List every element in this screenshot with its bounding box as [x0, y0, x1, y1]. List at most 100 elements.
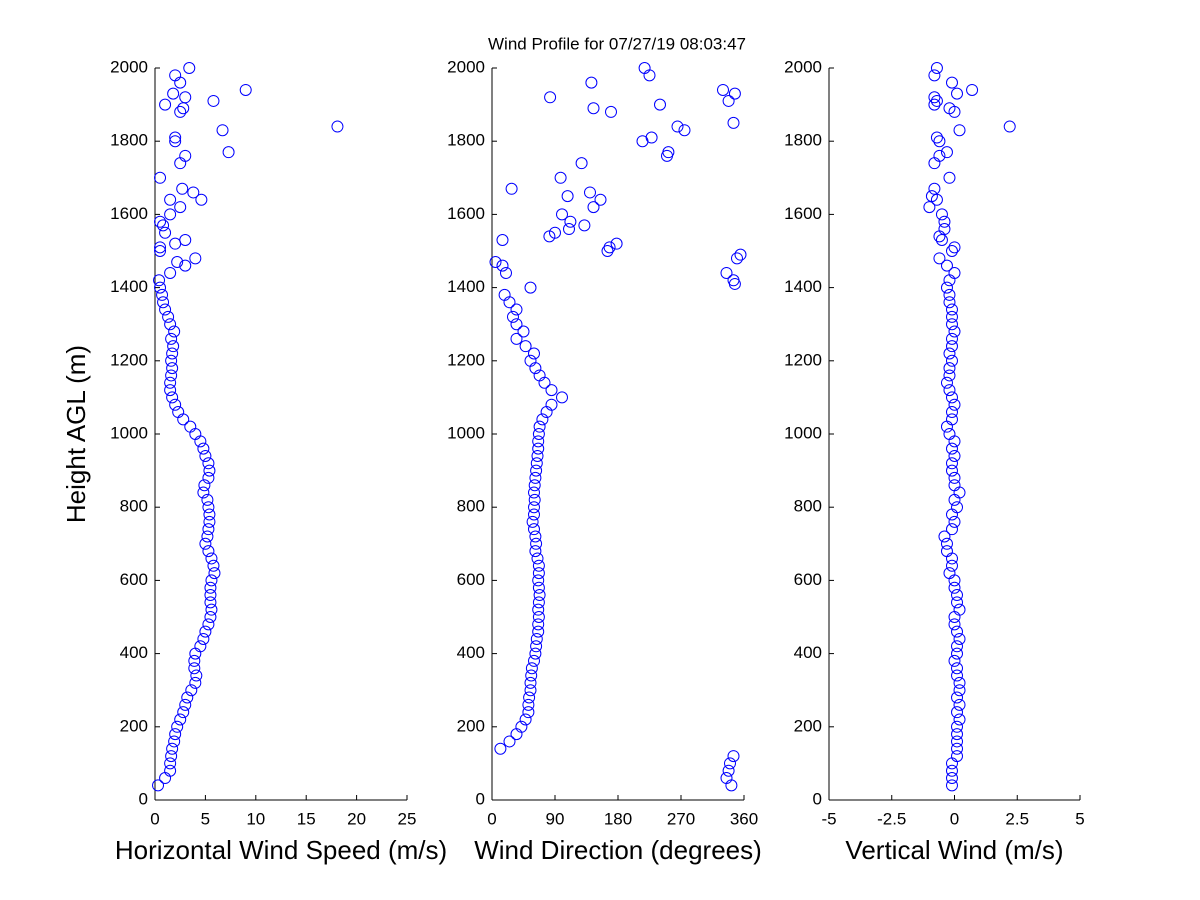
data-point	[645, 131, 658, 144]
data-point	[507, 310, 519, 323]
data-point	[528, 508, 540, 521]
y-tick-label: 0	[813, 789, 822, 808]
data-point	[945, 559, 958, 572]
data-point	[204, 611, 217, 623]
data-point	[654, 98, 666, 111]
y-axis-label: Height AGL (m)	[61, 345, 91, 523]
data-point	[930, 62, 943, 74]
data-point	[945, 442, 958, 455]
data-point	[948, 325, 961, 338]
data-point	[554, 171, 567, 184]
data-point	[951, 647, 964, 660]
data-point	[945, 406, 958, 419]
data-point	[189, 676, 202, 689]
data-point	[183, 62, 196, 74]
data-point	[945, 310, 958, 323]
data-point	[556, 208, 568, 221]
y-tick-label: 1200	[447, 350, 485, 369]
data-point	[524, 354, 537, 367]
x-tick-label: 180	[604, 809, 632, 828]
data-point	[153, 274, 166, 287]
data-point	[948, 471, 961, 484]
data-point	[532, 559, 545, 572]
y-tick-label: 1400	[110, 277, 148, 296]
data-point	[204, 581, 217, 594]
y-tick-label: 1600	[110, 204, 148, 223]
data-point	[222, 146, 235, 159]
y-tick-label: 1000	[110, 423, 148, 442]
data-point	[532, 625, 545, 638]
data-point	[532, 435, 545, 448]
data-point	[524, 684, 537, 697]
x-tick-label: 0	[150, 809, 159, 828]
data-point	[169, 69, 182, 82]
y-tick-label: 200	[794, 716, 822, 735]
data-point	[510, 318, 523, 331]
data-point	[496, 259, 509, 272]
data-point	[953, 603, 966, 616]
data-point	[199, 449, 212, 462]
data-point	[188, 654, 201, 667]
x-tick-label: 5	[201, 809, 210, 828]
data-point	[205, 552, 218, 565]
data-point	[951, 625, 964, 638]
data-point	[174, 105, 187, 118]
data-point	[938, 530, 951, 543]
y-tick-label: 2000	[447, 57, 485, 76]
y-tick-label: 0	[476, 789, 485, 808]
y-tick-label: 1600	[784, 204, 822, 223]
data-point	[948, 515, 961, 528]
data-point	[532, 603, 545, 616]
data-point	[179, 149, 192, 162]
data-point	[638, 62, 651, 74]
data-point	[587, 102, 600, 115]
x-tick-label: 15	[297, 809, 316, 828]
y-tick-label: 1800	[784, 131, 822, 150]
data-point	[169, 131, 182, 144]
data-point	[532, 567, 545, 580]
x-tick-label: 0	[487, 809, 496, 828]
data-point	[720, 266, 733, 279]
y-tick-label: 600	[794, 570, 822, 589]
data-point	[966, 83, 979, 96]
y-tick-label: 400	[457, 643, 485, 662]
y-tick-label: 1000	[784, 423, 822, 442]
data-point	[207, 559, 220, 572]
data-point	[159, 303, 172, 316]
data-point	[943, 369, 956, 382]
data-point	[951, 87, 964, 100]
data-point	[938, 215, 951, 228]
data-point	[948, 398, 961, 411]
data-point	[164, 376, 177, 389]
data-point	[152, 779, 165, 792]
data-point	[165, 750, 178, 763]
data-point	[529, 530, 542, 543]
x-tick-label: 90	[546, 809, 565, 828]
data-point	[945, 303, 958, 316]
y-tick-label: 1200	[784, 350, 822, 369]
data-point	[500, 266, 512, 279]
data-point	[169, 398, 182, 411]
data-point	[533, 420, 546, 433]
data-point	[545, 384, 558, 397]
data-point	[928, 98, 941, 111]
data-point	[940, 146, 953, 159]
data-point	[722, 94, 735, 107]
data-point	[164, 384, 177, 397]
data-point	[943, 171, 956, 184]
data-point	[951, 691, 964, 704]
data-point	[945, 391, 958, 404]
data-point	[578, 219, 591, 232]
data-point	[945, 318, 958, 331]
data-point	[190, 669, 203, 682]
data-point	[159, 226, 172, 239]
data-point	[603, 241, 616, 254]
data-point	[169, 728, 182, 741]
data-point	[171, 720, 184, 733]
data-point	[494, 742, 507, 755]
y-tick-label: 2000	[110, 57, 148, 76]
data-point	[945, 764, 958, 777]
data-point	[945, 340, 958, 353]
data-point	[953, 124, 966, 137]
data-point	[528, 479, 541, 492]
